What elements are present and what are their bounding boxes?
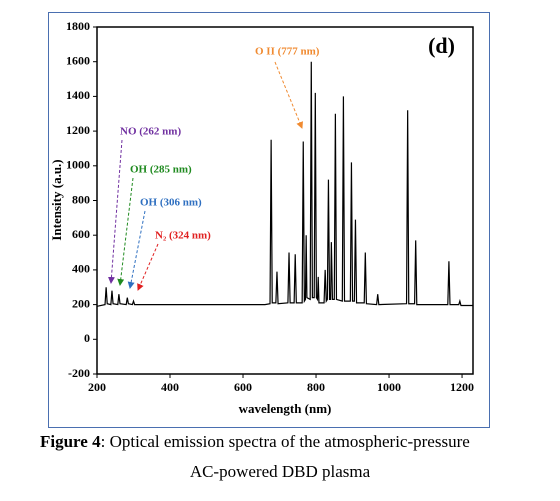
y-tick-label: 600 xyxy=(72,227,90,241)
annotation: O II (777 nm) xyxy=(255,46,320,58)
x-tick-label: 1000 xyxy=(377,380,401,394)
x-tick-label: 600 xyxy=(234,380,252,394)
annotation: NO (262 nm) xyxy=(120,126,181,138)
arrow xyxy=(107,139,123,284)
arrow xyxy=(137,243,159,291)
figure-frame xyxy=(48,12,490,428)
y-tick-label: 1400 xyxy=(66,88,90,102)
y-axis-label: Intensity (a.u.) xyxy=(49,159,64,240)
y-tick-label: 1000 xyxy=(66,158,90,172)
x-tick-label: 200 xyxy=(88,380,106,394)
arrow xyxy=(117,177,134,286)
y-tick-label: 1600 xyxy=(66,53,90,67)
chart: (d) wavelength (nm) Intensity (a.u.) NO … xyxy=(49,19,474,416)
caption-text: : Optical emission spectra of the atmosp… xyxy=(100,432,470,451)
annotation: N₂ (324 nm) xyxy=(155,230,211,242)
x-tick-label: 1200 xyxy=(450,380,474,394)
y-tick-label: 0 xyxy=(84,331,90,345)
annotation: OH (306 nm) xyxy=(140,197,202,209)
annotation-arrows xyxy=(107,61,303,291)
x-tick-label: 800 xyxy=(307,380,325,394)
x-axis-label: wavelength (nm) xyxy=(239,401,332,416)
caption-line: AC-powered DBD plasma xyxy=(0,462,560,482)
spectrum-line xyxy=(96,61,473,307)
x-tick-label: 400 xyxy=(161,380,179,394)
y-tick-label: 200 xyxy=(72,296,90,310)
arrow xyxy=(274,61,303,129)
caption-line: Figure 4: Optical emission spectra of th… xyxy=(40,432,470,452)
annotation: OH (285 nm) xyxy=(130,164,192,176)
y-tick-label: 1200 xyxy=(66,123,90,137)
arrow xyxy=(127,210,146,289)
y-tick-label: -200 xyxy=(68,366,90,380)
caption-text: AC-powered DBD plasma xyxy=(189,462,371,481)
y-tick-label: 800 xyxy=(72,192,90,206)
panel-label: (d) xyxy=(428,33,455,58)
caption-label: Figure 4 xyxy=(40,432,101,451)
y-tick-label: 1800 xyxy=(66,19,90,33)
y-tick-label: 400 xyxy=(72,262,90,276)
